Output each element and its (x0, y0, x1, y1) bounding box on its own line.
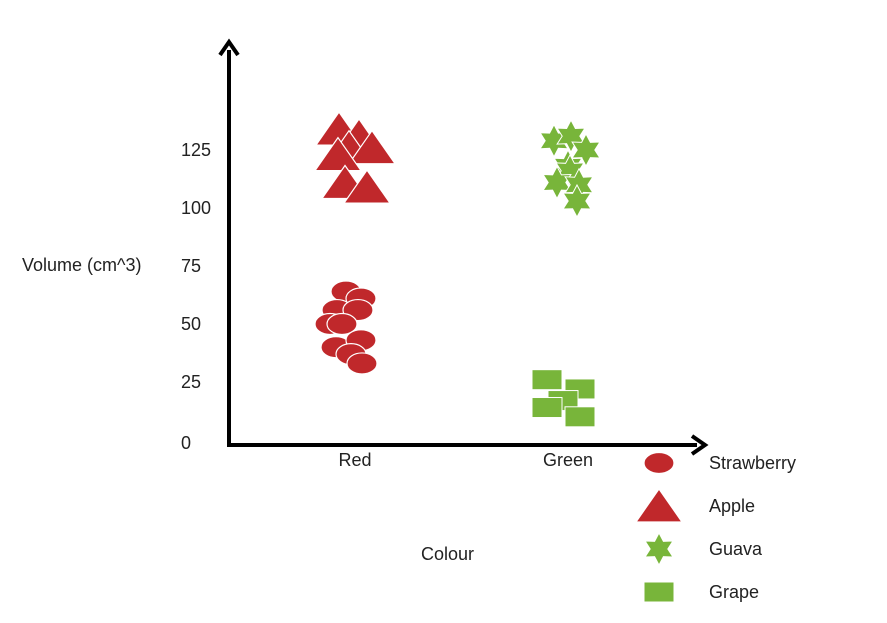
x-tick-labels: Red Green (338, 450, 593, 470)
y-axis-arrowhead (218, 38, 240, 57)
y-tick-label: 0 (181, 433, 191, 453)
y-tick-labels: 0 25 50 75 100 125 (181, 140, 211, 453)
legend-label-grape: Grape (709, 582, 759, 602)
x-tick-label: Red (338, 450, 371, 470)
legend-label-strawberry: Strawberry (709, 453, 796, 473)
guava-point (556, 119, 586, 154)
y-tick-label: 75 (181, 256, 201, 276)
legend: Strawberry Apple Guava Grape (634, 451, 796, 603)
y-tick-label: 25 (181, 372, 201, 392)
x-axis-arrowhead (690, 434, 709, 456)
legend-marker-guava (644, 531, 674, 567)
grape-point (531, 397, 563, 419)
legend-label-apple: Apple (709, 496, 755, 516)
y-tick-label: 100 (181, 198, 211, 218)
y-tick-label: 50 (181, 314, 201, 334)
strawberry-point (346, 352, 378, 375)
strawberry-point (326, 312, 358, 336)
y-axis-label: Volume (cm^3) (22, 255, 141, 275)
legend-marker-grape (643, 581, 675, 603)
guava-point (571, 132, 601, 168)
apple-point (347, 129, 397, 165)
legend-label-guava: Guava (709, 539, 763, 559)
x-axis-label: Colour (421, 544, 474, 564)
guava-point (542, 165, 572, 200)
grape-point (531, 369, 563, 391)
apple-point (313, 136, 363, 172)
y-tick-label: 125 (181, 140, 211, 160)
guava-point (562, 183, 592, 219)
legend-marker-apple (634, 487, 684, 523)
legend-marker-strawberry (643, 451, 675, 475)
apple-point (342, 169, 392, 204)
x-tick-label: Green (543, 450, 593, 470)
grape-point (564, 406, 596, 428)
axes (218, 38, 709, 456)
data-points (313, 111, 601, 428)
